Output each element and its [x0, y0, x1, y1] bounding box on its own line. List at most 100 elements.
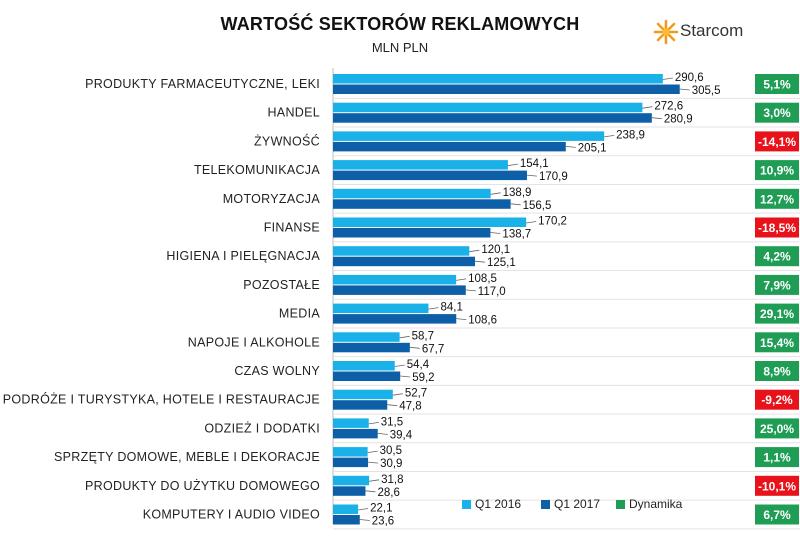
legend-swatch [616, 500, 625, 509]
bar-q1-2016 [333, 389, 393, 400]
starcom-logo: Starcom [652, 18, 772, 48]
dynamika-label: 12,7% [760, 192, 794, 206]
dynamika-label: 10,9% [760, 164, 794, 178]
bar-q1-2017 [333, 84, 680, 94]
dynamika-label: 7,9% [763, 278, 791, 292]
dynamika-badge [755, 217, 799, 238]
legend-label: Q1 2016 [475, 497, 521, 511]
bar-q1-2017 [333, 515, 360, 525]
dynamika-badge [755, 131, 799, 152]
bar-q1-2017 [333, 314, 457, 324]
bar-q1-2017 [333, 170, 527, 181]
value-label-q1-2017: 39,4 [390, 429, 413, 441]
category-label: ŻYWNOŚĆ [254, 133, 320, 148]
bar-q1-2016 [333, 188, 491, 199]
category-label: HIGIENA I PIELĘGNACJA [166, 249, 320, 263]
value-label-q1-2017: 47,8 [399, 401, 421, 413]
dynamika-badge [755, 447, 799, 468]
dynamika-label: 1,1% [763, 451, 791, 465]
value-label-q1-2017: 59,2 [412, 372, 434, 384]
leader-line [490, 232, 501, 234]
leader-line [526, 221, 537, 224]
leader-line [358, 508, 369, 511]
bar-q1-2017 [333, 228, 491, 238]
value-label-q1-2016: 170,2 [538, 216, 567, 228]
bar-q1-2016 [333, 303, 429, 314]
leader-line [399, 335, 410, 339]
leader-line [604, 135, 615, 138]
value-label-q1-2017: 280,9 [664, 114, 693, 126]
dynamika-badge [755, 188, 799, 209]
legend-label: Q1 2017 [554, 497, 600, 511]
leader-line [409, 346, 420, 349]
leader-line [394, 364, 405, 367]
leader-line [368, 461, 379, 464]
dynamika-badge [755, 332, 799, 353]
category-label: CZAS WOLNY [234, 364, 320, 378]
value-label-q1-2016: 54,4 [407, 359, 430, 371]
leader-line [679, 88, 690, 91]
dynamika-badge [755, 246, 799, 267]
leader-line [507, 163, 518, 166]
dynamika-badge [755, 504, 799, 525]
bar-q1-2016 [333, 447, 368, 457]
bar-q1-2016 [333, 246, 470, 256]
value-label-q1-2017: 67,7 [422, 343, 444, 355]
value-label-q1-2017: 138,7 [502, 229, 531, 241]
category-label: PODRÓŻE I TURYSTYKA, HOTELE I RESTAURACJ… [3, 392, 320, 407]
dynamika-badge [755, 274, 799, 295]
value-label-q1-2016: 84,1 [440, 302, 462, 314]
dynamika-label: 5,1% [763, 78, 791, 92]
bar-q1-2017 [333, 141, 566, 152]
dynamika-badge [755, 74, 799, 94]
leader-line [368, 422, 379, 425]
starcom-logo-text: Starcom [680, 21, 744, 40]
value-label-q1-2016: 120,1 [481, 244, 510, 256]
category-label: TELEKOMUNIKACJA [194, 163, 320, 177]
leader-line [490, 192, 501, 195]
category-label: NAPOJE I ALKOHOLE [188, 335, 320, 349]
leader-line [367, 450, 378, 453]
bar-q1-2017 [333, 199, 511, 209]
value-label-q1-2017: 156,5 [523, 200, 552, 212]
value-label-q1-2017: 23,6 [372, 516, 394, 528]
category-label: HANDEL [267, 106, 320, 120]
value-label-q1-2016: 138,9 [503, 187, 532, 199]
leader-line [377, 433, 388, 435]
leader-line [474, 260, 486, 263]
dynamika-badge [755, 160, 799, 181]
value-label-q1-2016: 290,6 [675, 72, 704, 84]
legend-swatch [541, 500, 550, 509]
leader-line [428, 307, 439, 310]
value-label-q1-2017: 205,1 [578, 142, 607, 154]
category-label: SPRZĘTY DOMOWE, MEBLE I DEKORACJE [54, 450, 320, 464]
bar-q1-2017 [333, 428, 378, 439]
leader-line [642, 106, 653, 109]
bar-q1-2017 [333, 113, 652, 123]
bar-q1-2016 [333, 332, 400, 342]
dynamika-badge [755, 303, 799, 324]
legend-label: Dynamika [629, 497, 683, 511]
leader-line [392, 393, 403, 396]
category-label: MEDIA [279, 307, 320, 321]
dynamika-label: 6,7% [763, 508, 791, 522]
leader-line [510, 203, 521, 206]
value-label-q1-2016: 30,5 [380, 445, 402, 457]
leader-line [359, 519, 370, 521]
category-label: FINANSE [264, 221, 320, 235]
leader-line [662, 77, 673, 80]
bar-q1-2016 [333, 475, 370, 486]
dynamika-label: 4,2% [763, 250, 791, 264]
dynamika-badge [755, 418, 799, 439]
leader-line [387, 404, 398, 407]
leader-line [469, 249, 480, 253]
dynamika-badge [755, 102, 799, 123]
dynamika-label: -10,1% [758, 479, 796, 493]
value-label-q1-2016: 22,1 [370, 503, 392, 515]
dynamika-label: 29,1% [760, 307, 794, 321]
value-label-q1-2017: 170,9 [539, 171, 568, 183]
dynamika-label: -14,1% [758, 135, 796, 149]
value-label-q1-2017: 28,6 [377, 487, 399, 499]
value-label-q1-2016: 108,5 [468, 273, 497, 285]
